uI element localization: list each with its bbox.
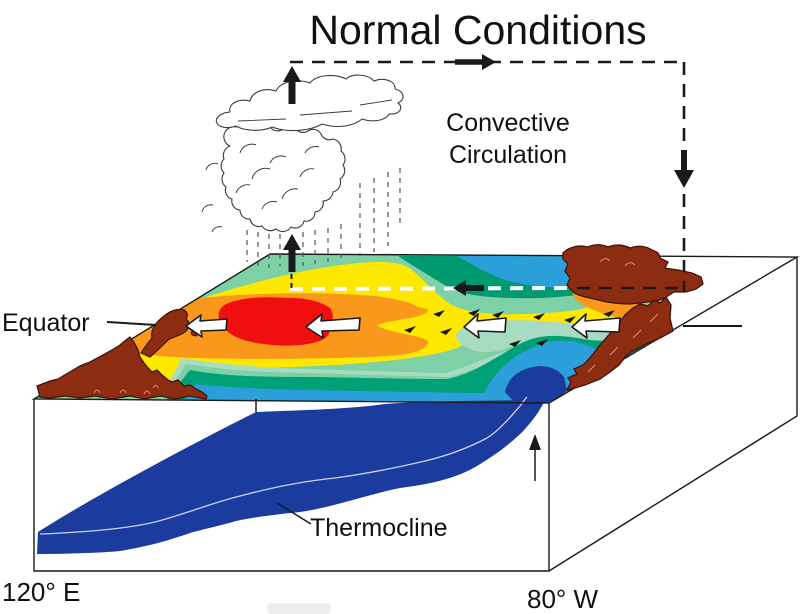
svg-text:Equator: Equator <box>2 309 90 337</box>
svg-text:Normal Conditions: Normal Conditions <box>309 7 646 53</box>
svg-text:Thermocline: Thermocline <box>310 514 448 542</box>
svg-text:Convective: Convective <box>446 109 570 137</box>
svg-text:Circulation: Circulation <box>449 141 567 169</box>
svg-text:80° W: 80° W <box>527 584 599 614</box>
svg-text:120° E: 120° E <box>2 577 80 607</box>
